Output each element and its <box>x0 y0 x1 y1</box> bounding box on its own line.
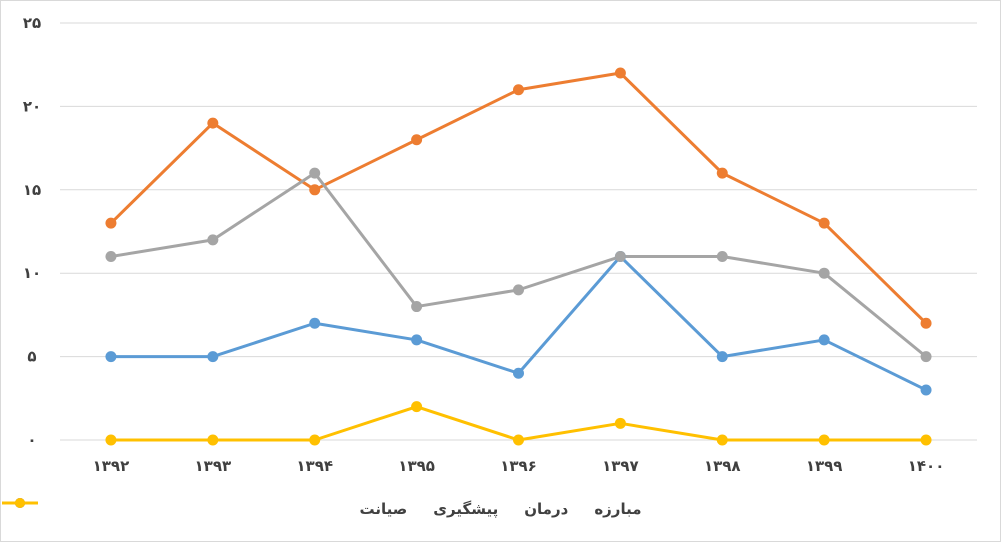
data-point <box>411 301 423 313</box>
data-point <box>614 67 626 79</box>
legend-label: صیانت <box>359 500 408 518</box>
data-point <box>716 251 728 263</box>
data-point <box>105 434 117 446</box>
data-point <box>920 317 932 329</box>
data-point <box>920 351 932 363</box>
series-points <box>105 67 932 446</box>
x-tick-label: ۱۴۰۰ <box>908 457 945 475</box>
legend-item: درمان <box>2 498 569 518</box>
x-tick-label: ۱۳۹۵ <box>398 457 435 475</box>
legend-label: پیشگیری <box>433 500 499 518</box>
data-point <box>513 284 524 296</box>
legend-label: درمان <box>524 500 569 518</box>
data-point <box>309 184 321 196</box>
data-point <box>411 134 423 146</box>
x-tick-label: ۱۳۹۷ <box>602 457 639 475</box>
data-point <box>818 267 830 279</box>
data-point <box>716 167 728 179</box>
y-tick-label: ۰ <box>27 431 36 449</box>
data-point <box>716 434 728 446</box>
legend-item: پیشگیری <box>2 498 499 518</box>
y-axis-ticks: ۰ ۵ ۱۰ ۱۵ ۲۰ ۲۵ <box>23 14 41 449</box>
y-tick-label: ۱۰ <box>23 264 41 282</box>
data-point <box>818 334 830 346</box>
data-point <box>920 434 932 446</box>
data-point <box>614 251 626 263</box>
x-tick-label: ۱۳۹۲ <box>93 457 130 475</box>
x-tick-label: ۱۳۹۶ <box>500 457 537 475</box>
data-point <box>818 434 830 446</box>
x-tick-label: ۱۳۹۳ <box>195 457 232 475</box>
legend-label: مبارزه <box>594 500 642 518</box>
data-point <box>513 434 524 446</box>
x-tick-label: ۱۳۹۸ <box>704 457 741 475</box>
series-lines <box>109 71 928 442</box>
data-point <box>207 234 219 246</box>
data-point <box>513 367 524 379</box>
legend: مبارزه درمان پیشگیری صیانت <box>0 496 1001 522</box>
y-tick-label: ۲۵ <box>23 14 41 32</box>
data-point <box>105 251 117 263</box>
data-point <box>614 417 626 429</box>
data-point <box>105 351 117 363</box>
data-point <box>309 167 321 179</box>
data-point <box>411 334 423 346</box>
x-tick-label: ۱۳۹۹ <box>806 457 843 475</box>
x-tick-label: ۱۳۹۴ <box>296 457 333 475</box>
x-axis-ticks: ۱۳۹۲ ۱۳۹۳ ۱۳۹۴ ۱۳۹۵ ۱۳۹۶ ۱۳۹۷ ۱۳۹۸ ۱۳۹۹ ۱۴۰۰ <box>93 457 945 475</box>
series-line <box>109 171 928 359</box>
data-point <box>818 217 830 229</box>
data-point <box>411 401 423 413</box>
data-point <box>207 117 219 129</box>
data-point <box>920 384 932 396</box>
data-point <box>309 434 321 446</box>
data-point <box>207 434 219 446</box>
data-point <box>105 217 117 229</box>
y-tick-label: ۲۰ <box>23 97 41 115</box>
legend-item: مبارزه <box>2 498 642 518</box>
data-point <box>513 84 524 96</box>
y-tick-label: ۱۵ <box>23 181 41 199</box>
legend-swatch <box>2 498 38 508</box>
legend-item: صیانت <box>2 498 408 518</box>
data-point <box>716 351 728 363</box>
data-point <box>207 351 219 363</box>
legend-swatch-marker <box>15 498 25 508</box>
data-point <box>309 317 321 329</box>
y-tick-label: ۵ <box>27 348 36 366</box>
